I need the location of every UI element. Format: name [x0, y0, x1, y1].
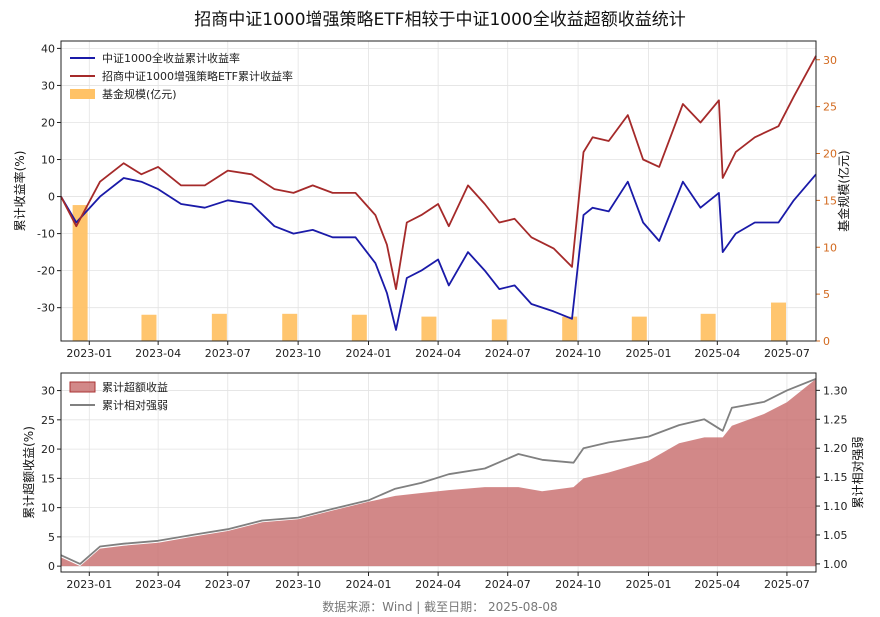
x-tick-label: 2024-04	[415, 578, 461, 591]
y-tick-label: 40	[41, 42, 55, 55]
aum-bar	[421, 316, 437, 341]
y2-tick-label: 1.00	[823, 558, 848, 571]
x-tick-label: 2023-01	[66, 347, 112, 360]
y-tick-label: 10	[41, 154, 55, 167]
y2-tick-label: 30	[823, 54, 837, 67]
plot-frame	[60, 372, 817, 573]
y2-axis-label: 基金规模(亿元)	[836, 150, 851, 231]
aum-bar	[562, 316, 578, 341]
x-tick-label: 2025-04	[694, 347, 740, 360]
y2-tick-label: 20	[823, 148, 837, 161]
y-tick-label: 20	[41, 443, 55, 456]
y-tick-label: 0	[48, 191, 55, 204]
y-tick-label: -30	[37, 302, 55, 315]
y-tick-label: 25	[41, 414, 55, 427]
y-tick-label: 5	[48, 531, 55, 544]
y-tick-label: 30	[41, 385, 55, 398]
y2-tick-label: 1.20	[823, 442, 848, 455]
relative-strength-line	[60, 377, 817, 565]
x-tick-label: 2023-07	[205, 578, 251, 591]
y-tick-label: 15	[41, 472, 55, 485]
aum-bar	[771, 302, 787, 341]
x-tick-label: 2023-10	[275, 578, 321, 591]
aum-bar	[282, 313, 298, 341]
y2-tick-label: 1.10	[823, 500, 848, 513]
x-tick-label: 2024-01	[346, 578, 392, 591]
footer-source: 数据来源：Wind | 截至日期： 2025-08-08	[322, 599, 557, 614]
y-tick-label: -20	[37, 265, 55, 278]
y-tick-label: 30	[41, 79, 55, 92]
legend-swatch	[69, 381, 96, 393]
legend-label: 招商中证1000增强策略ETF累计收益率	[102, 69, 293, 83]
x-tick-label: 2023-07	[205, 347, 251, 360]
legend-label: 累计相对强弱	[102, 398, 168, 412]
x-tick-label: 2024-07	[485, 578, 531, 591]
x-tick-label: 2025-04	[694, 578, 740, 591]
x-tick-label: 2025-07	[764, 347, 810, 360]
x-tick-label: 2024-04	[415, 347, 461, 360]
aum-bar	[631, 316, 647, 341]
aum-bar	[211, 313, 227, 341]
etf-return-line	[60, 55, 817, 290]
y2-tick-label: 1.30	[823, 384, 848, 397]
aum-bar	[351, 314, 367, 341]
x-tick-label: 2024-10	[555, 578, 601, 591]
x-tick-label: 2023-04	[135, 347, 181, 360]
y-tick-label: 20	[41, 116, 55, 129]
aum-bar	[491, 319, 507, 341]
bottom-panel: 2023-01 2023-04 2023-07 2023-10 2024-01 2024-…	[21, 372, 865, 591]
y2-tick-label: 5	[823, 288, 830, 301]
y2-tick-label: 0	[823, 335, 830, 348]
legend-swatch	[70, 89, 95, 99]
plot-frame	[60, 40, 817, 342]
aum-bar	[700, 313, 716, 341]
y2-axis-label: 累计相对强弱	[851, 436, 865, 508]
x-tick-label: 2023-04	[135, 578, 181, 591]
excess-return-area	[61, 378, 816, 567]
y2-tick-label: 1.25	[823, 413, 848, 426]
x-tick-label: 2023-01	[66, 578, 112, 591]
y-axis-label: 累计超额收益(%)	[21, 426, 36, 519]
y-tick-label: 0	[48, 560, 55, 573]
x-tick-label: 2024-10	[555, 347, 601, 360]
legend: 中证1000全收益累计收益率招商中证1000增强策略ETF累计收益率基金规模(亿…	[70, 51, 293, 101]
chart-title: 招商中证1000增强策略ETF相较于中证1000全收益超额收益统计	[194, 10, 685, 30]
x-tick-label: 2025-01	[625, 347, 671, 360]
y2-tick-label: 10	[823, 241, 837, 254]
x-tick-label: 2024-07	[485, 347, 531, 360]
x-tick-label: 2025-01	[625, 578, 671, 591]
legend-label: 基金规模(亿元)	[102, 87, 177, 101]
y2-tick-label: 1.05	[823, 529, 848, 542]
x-tick-label: 2024-01	[346, 347, 392, 360]
y-axis-label: 累计收益率(%)	[12, 151, 27, 232]
index-return-line	[60, 173, 817, 331]
top-panel: 2023-01 2023-04 2023-07 2023-10 2024-01 2024-…	[12, 40, 851, 360]
legend-label: 中证1000全收益累计收益率	[102, 51, 240, 65]
y2-tick-label: 25	[823, 101, 837, 114]
y-tick-label: -10	[37, 228, 55, 241]
aum-bar	[72, 205, 88, 341]
x-tick-label: 2025-07	[764, 578, 810, 591]
y-tick-label: 10	[41, 502, 55, 515]
y2-tick-label: 15	[823, 194, 837, 207]
legend-label: 累计超额收益	[102, 380, 168, 394]
aum-bar	[141, 314, 157, 341]
x-tick-label: 2023-10	[275, 347, 321, 360]
y2-tick-label: 1.15	[823, 471, 848, 484]
